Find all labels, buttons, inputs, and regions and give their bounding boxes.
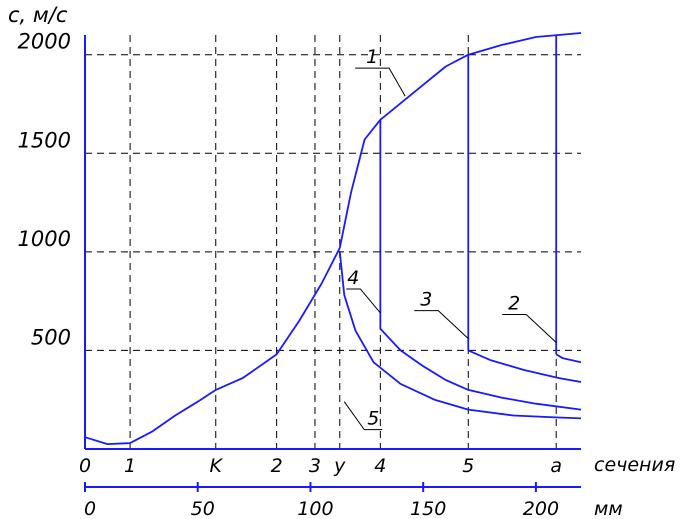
annotation-5-leader: [343, 401, 383, 431]
section-label-3: 2: [271, 455, 283, 477]
annotation-1-leader: [355, 67, 406, 97]
mm-axis-label: мм: [594, 498, 623, 519]
section-label-2: K: [210, 455, 224, 477]
axis-layer: [84, 35, 581, 492]
y-tick-label-2000: 2000: [18, 30, 71, 54]
section-label-7: 5: [462, 455, 474, 477]
annotation-2-leader: [502, 314, 557, 343]
series-1-line: [84, 32, 582, 446]
y-tick-label-1000: 1000: [18, 227, 71, 251]
series-4-line: [379, 328, 582, 411]
section-label-1: 1: [124, 455, 136, 477]
section-label-6: 4: [374, 455, 386, 477]
mm-tick-label-200: 200: [523, 498, 559, 519]
annotation-3-label: 3: [420, 289, 432, 311]
mm-tick-label-0: 0: [84, 498, 96, 519]
annotation-1-label: 1: [366, 46, 378, 68]
series-3-line: [467, 349, 582, 383]
annotation-2-label: 2: [508, 293, 520, 315]
sections-axis-label: сечения: [594, 454, 675, 476]
mm-tick-label-150: 150: [410, 498, 446, 519]
section-label-0: 0: [79, 455, 91, 477]
section-label-5: у: [333, 455, 346, 477]
section-label-4: 3: [309, 455, 321, 477]
annotation-5-label: 5: [367, 408, 379, 430]
y-tick-label-1500: 1500: [18, 128, 71, 152]
mm-tick-label-50: 50: [191, 498, 215, 519]
annotation-4-label: 4: [347, 267, 359, 289]
grid-layer: [85, 35, 581, 449]
mm-tick-label-100: 100: [297, 498, 333, 519]
y-axis-label: c, м/с: [8, 3, 68, 27]
y-tick-label-500: 500: [31, 325, 71, 349]
annotation-3-leader: [414, 310, 469, 339]
series-5-line: [338, 251, 582, 420]
curve-layer: [84, 32, 582, 446]
annotation-4-leader: [346, 288, 381, 314]
section-label-8: а: [550, 455, 562, 477]
series-2-line: [555, 353, 582, 364]
leader-layer: [343, 67, 557, 431]
